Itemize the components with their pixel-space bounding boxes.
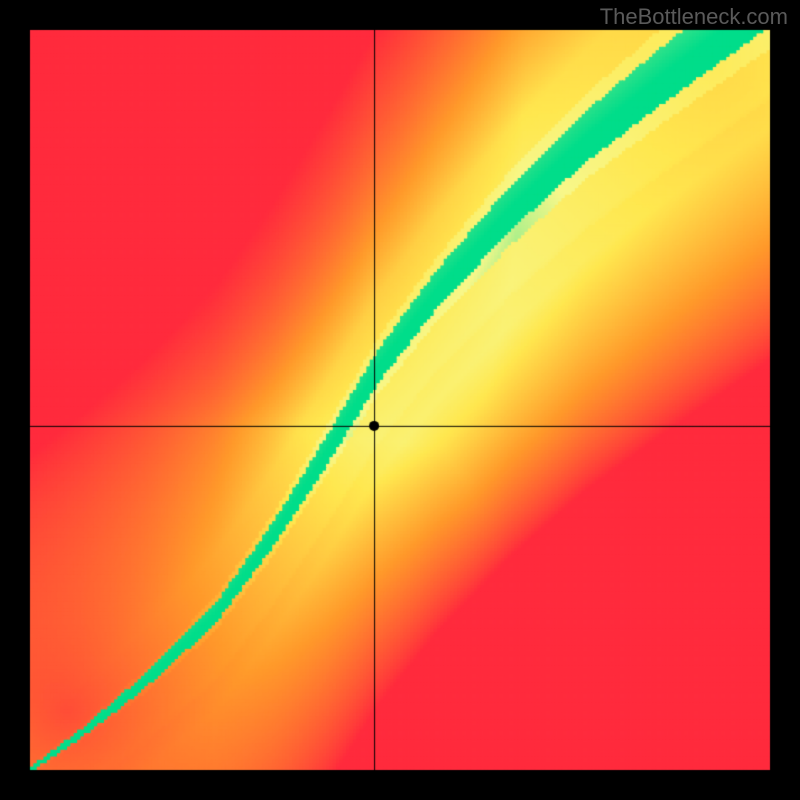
chart-container: TheBottleneck.com: [0, 0, 800, 800]
heatmap-canvas: [0, 0, 800, 800]
watermark-text: TheBottleneck.com: [600, 4, 788, 30]
